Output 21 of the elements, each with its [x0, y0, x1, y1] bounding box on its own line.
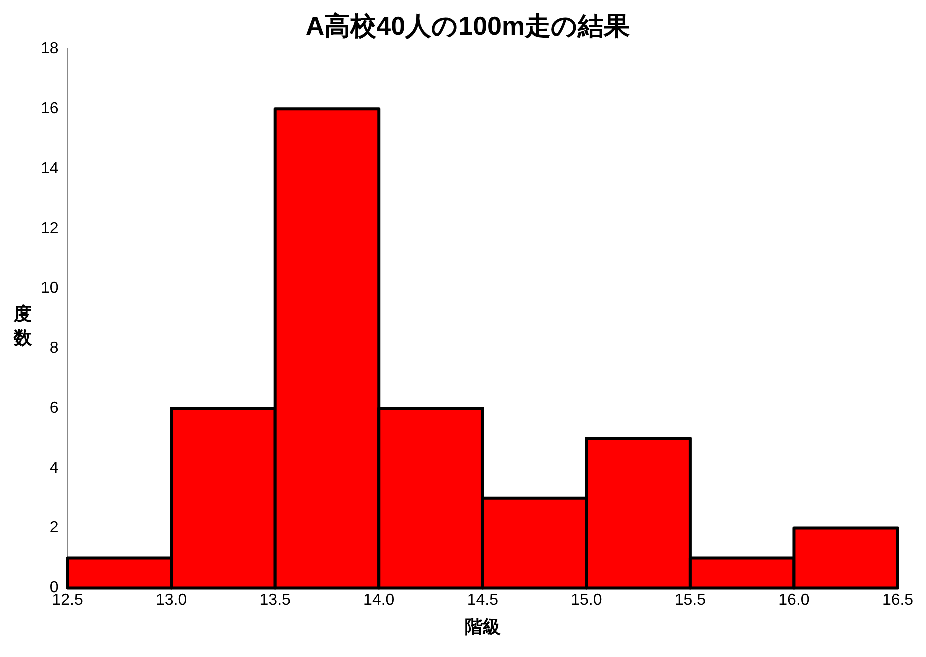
x-axis-title: 階級	[464, 617, 501, 638]
y-tick-label: 14	[41, 160, 59, 178]
y-axis-title: 度数	[14, 302, 32, 350]
chart-title: A高校40人の100m走の結果	[306, 10, 630, 41]
y-tick-label: 6	[50, 400, 59, 417]
x-tick-label: 12.5	[52, 592, 84, 610]
y-tick-label: 16	[41, 100, 59, 118]
y-tick-label: 4	[50, 460, 59, 477]
x-tick-label: 14.0	[364, 592, 395, 610]
y-tick-label: 10	[41, 280, 59, 298]
y-tick-label: 2	[50, 520, 59, 537]
x-tick-label: 13.5	[260, 592, 292, 610]
x-tick-label: 13.0	[156, 592, 188, 610]
x-tick-label: 15.0	[571, 592, 602, 610]
y-tick-label: 8	[50, 340, 59, 358]
y-tick-label: 18	[41, 40, 59, 58]
x-tick-label: 14.5	[467, 592, 499, 610]
x-tick-label: 16.0	[778, 592, 810, 610]
x-tick-label: 15.5	[674, 592, 706, 610]
y-tick-label: 12	[41, 220, 59, 238]
x-tick-label: 16.5	[882, 592, 914, 610]
